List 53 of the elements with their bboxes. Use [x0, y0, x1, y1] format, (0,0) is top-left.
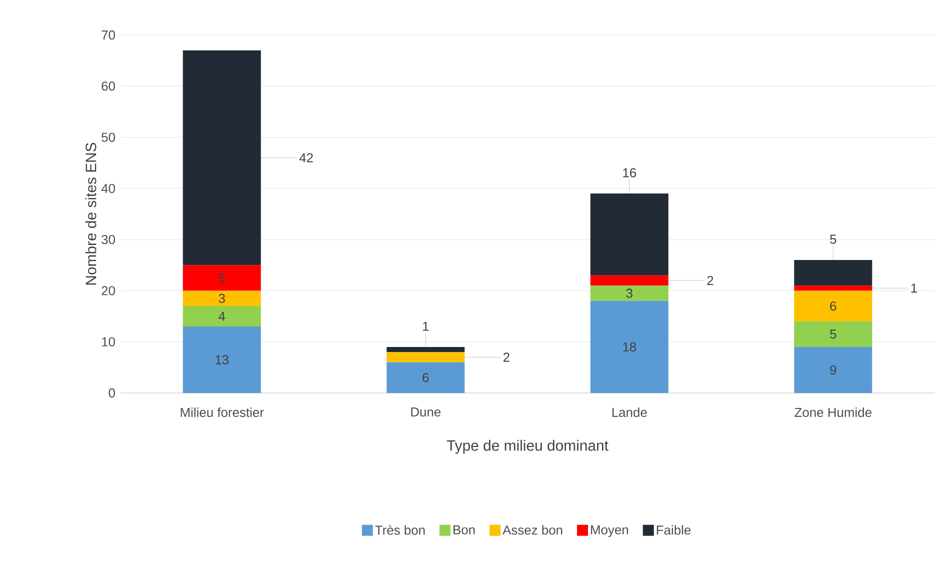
bar [386, 352, 465, 362]
legend-label: Bon [454, 525, 475, 534]
y-tick-label: 60 [102, 82, 115, 91]
bar [182, 306, 261, 326]
y-tick-label: 40 [101, 184, 115, 193]
data-label: 4 [218, 312, 226, 321]
bar [386, 346, 465, 352]
data-label: 5 [830, 234, 836, 244]
bar [590, 275, 668, 286]
y-tick-label: 70 [102, 30, 115, 40]
data-label: 42 [299, 153, 313, 162]
legend-label: Très bon [375, 525, 425, 535]
data-label: 5 [830, 330, 836, 339]
bar [794, 260, 872, 286]
data-label: 1 [911, 284, 917, 293]
x-tick-label: Dune [411, 408, 441, 417]
bar [182, 326, 261, 393]
bar [182, 50, 261, 266]
y-tick-label: 20 [102, 286, 115, 296]
x-tick-label: Milieu forestier [180, 407, 264, 418]
data-label: 18 [623, 342, 636, 352]
bar [794, 290, 872, 322]
legend-label: Moyen [591, 525, 628, 537]
data-label: 3 [626, 288, 632, 298]
legend-label: Faible [656, 525, 691, 535]
x-tick-label: Lande [612, 407, 647, 418]
data-label: 3 [218, 294, 225, 303]
data-label: 1 [423, 322, 429, 331]
data-label: 6 [422, 373, 429, 382]
data-label: 5 [218, 273, 225, 282]
bar [794, 321, 872, 347]
bar [182, 290, 261, 306]
bar [590, 286, 668, 301]
x-axis-title: Type de milieu dominant [446, 440, 608, 454]
legend-label: Assez bon [502, 525, 562, 535]
y-tick-label: 50 [102, 132, 115, 142]
data-label: 6 [830, 301, 836, 311]
y-tick-label: 30 [102, 234, 115, 244]
y-tick-label: 10 [102, 337, 115, 346]
data-label: 2 [503, 352, 510, 362]
data-label: 13 [216, 355, 229, 364]
bar [182, 265, 261, 291]
y-tick-label: 0 [108, 388, 115, 398]
bar [386, 362, 465, 393]
y-axis-title: Nombre de sites ENS [85, 142, 96, 285]
data-label: 2 [707, 276, 714, 285]
bar [590, 300, 668, 393]
data-label: 16 [623, 168, 636, 178]
data-label: 9 [830, 365, 836, 375]
bar [794, 346, 872, 393]
bar [590, 194, 668, 276]
bar [794, 286, 872, 291]
x-tick-label: Zone Humide [794, 407, 872, 418]
